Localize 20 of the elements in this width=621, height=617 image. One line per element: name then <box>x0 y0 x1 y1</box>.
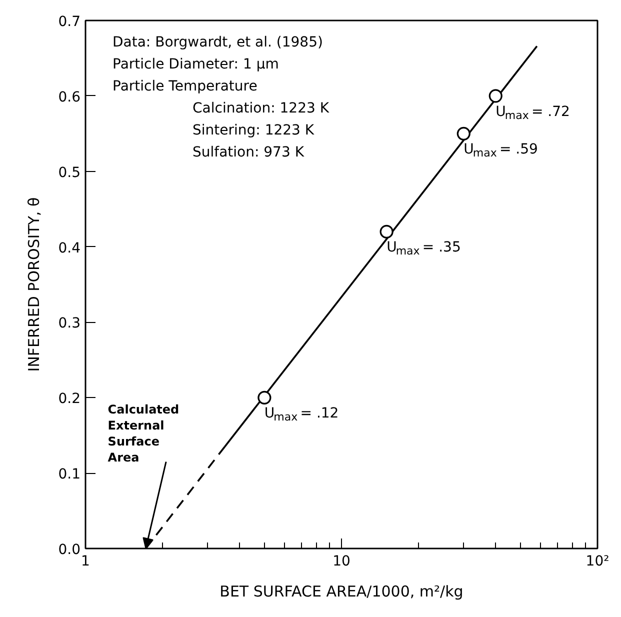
annotation: Calculated External Surface Area <box>108 402 180 464</box>
x-axis-title: BET SURFACE AREA/1000, m²/kg <box>220 582 464 600</box>
x-tick-label: 10² <box>586 554 610 570</box>
y-tick-label: 0.0 <box>58 542 80 558</box>
annotation: Calcination: 1223 K <box>192 100 330 116</box>
y-tick-label: 0.7 <box>58 14 80 30</box>
y-tick-label: 0.4 <box>58 240 81 256</box>
y-tick-label: 0.5 <box>58 164 80 181</box>
y-tick-label: 0.2 <box>58 391 80 408</box>
y-tick-label: 0.1 <box>58 466 80 483</box>
y-tick-label: 0.6 <box>58 89 81 106</box>
x-tick-label: 1 <box>81 554 90 570</box>
x-tick-label: 10 <box>332 554 350 570</box>
annotation: Particle Temperature <box>112 78 258 94</box>
y-axis-title: INFERRED POROSITY, θ <box>25 197 44 372</box>
y-tick-label: 0.3 <box>58 316 80 332</box>
annotation: Particle Diameter: 1 μm <box>112 56 279 72</box>
annotation: Data: Borgwardt, et al. (1985) <box>112 34 323 50</box>
annotation: Sulfation: 973 K <box>192 144 305 160</box>
annotation: Sintering: 1223 K <box>192 122 315 138</box>
